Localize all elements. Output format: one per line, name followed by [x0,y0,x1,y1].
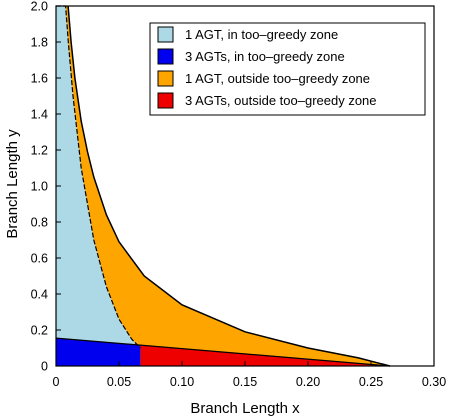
region-1agt-outside [56,6,390,366]
y-tick-label: 0 [41,360,48,374]
region-1agt-inside [56,6,141,348]
three-agt-boundary-line [55,337,390,367]
inner-boundary-curve [56,5,141,349]
legend: 1 AGT, in too–greedy zone 3 AGTs, in too–… [149,22,426,116]
y-axis-ticks: 0 0.2 0.4 0.6 0.8 1.0 1.2 1.4 1.6 1.8 2.0 [31,0,61,374]
legend-label: 3 AGTs, in too–greedy zone [185,49,345,64]
legend-label: 1 AGT, in too–greedy zone [185,27,338,42]
x-tick-label: 0.10 [170,375,194,389]
legend-swatch [157,92,174,109]
legend-box [149,22,426,116]
outer-boundary-curve [67,5,391,367]
x-tick-label: 0.05 [107,375,131,389]
x-tick-label: 0.15 [233,375,257,389]
legend-label: 1 AGT, outside too–greedy zone [185,71,370,86]
x-axis-ticks: 0 0.05 0.10 0.15 0.20 0.25 0.30 [53,361,446,389]
x-tick-label: 0.30 [422,375,446,389]
legend-swatch [157,48,174,65]
legend-swatch [157,26,174,43]
y-tick-label: 1.4 [31,108,48,122]
y-tick-label: 0.6 [31,252,48,266]
x-tick-label: 0.25 [359,375,383,389]
x-axis-label: Branch Length x [190,400,300,417]
y-tick-label: 0.4 [31,288,48,302]
y-tick-label: 0.8 [31,216,48,230]
legend-label: 3 AGTs, outside too–greedy zone [185,93,377,108]
x-tick-label: 0.20 [296,375,320,389]
y-tick-label: 1.0 [31,180,48,194]
y-axis-label: Branch Length y [4,129,21,239]
y-tick-label: 1.6 [31,72,48,86]
boundary-lines [55,5,391,367]
y-tick-label: 1.2 [31,144,48,158]
y-tick-label: 2.0 [31,0,48,14]
y-tick-label: 0.2 [31,324,48,338]
y-tick-label: 1.8 [31,36,48,50]
region-3agt-inside [56,338,141,366]
x-tick-label: 0 [53,375,60,389]
legend-swatch [157,70,174,87]
